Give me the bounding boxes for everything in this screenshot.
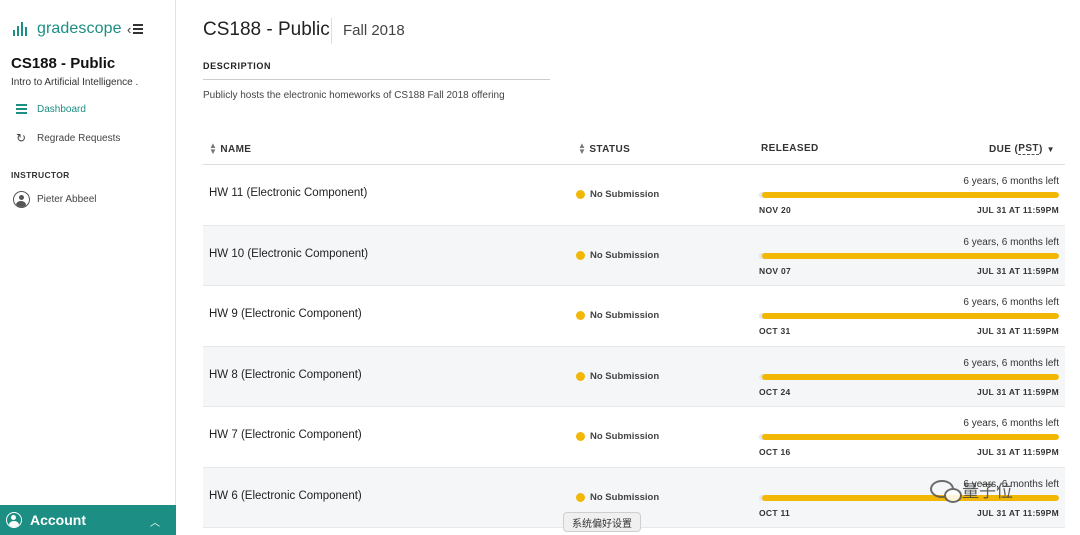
description-divider — [203, 79, 550, 80]
submission-status: No Submission — [576, 431, 659, 442]
submission-status: No Submission — [576, 371, 659, 382]
progress-fill — [762, 192, 1059, 198]
column-header-status[interactable]: ▲ ▼ STATUS — [578, 141, 631, 156]
status-dot-icon — [576, 190, 585, 199]
status-dot-icon — [576, 432, 585, 441]
due-date: JUL 31 AT 11:59PM — [977, 326, 1059, 336]
time-progress-bar — [759, 373, 1059, 380]
sidebar-item-label: Dashboard — [37, 103, 86, 115]
chevron-up-icon: ︿ — [150, 518, 160, 529]
time-progress-bar — [759, 252, 1059, 259]
submission-status: No Submission — [576, 310, 659, 321]
sort-icon: ▲ ▼ — [209, 141, 218, 156]
submission-status: No Submission — [576, 250, 659, 261]
assignments-table: ▲ ▼ NAME ▲ ▼ STATUS RELEASED DUE (PST) ▼ H… — [203, 132, 1065, 528]
table-row[interactable]: HW 8 (Electronic Component) No Submissio… — [203, 346, 1065, 407]
timezone-label: PST — [1018, 143, 1039, 155]
instructor-item[interactable]: Pieter Abbeel — [13, 191, 97, 208]
table-row[interactable]: HW 11 (Electronic Component) No Submissi… — [203, 165, 1065, 226]
account-label: Account — [30, 512, 86, 528]
watermark: 量子位 — [930, 475, 1013, 503]
description-text: Publicly hosts the electronic homeworks … — [203, 90, 505, 101]
course-subtitle: Intro to Artificial Intelligence . — [11, 77, 139, 88]
sort-icon: ▲ ▼ — [578, 141, 587, 156]
status-dot-icon — [576, 371, 585, 381]
page-title: CS188 - Public — [203, 19, 330, 40]
table-row[interactable]: HW 7 (Electronic Component) No Submissio… — [203, 407, 1065, 468]
submission-status: No Submission — [576, 492, 659, 503]
wechat-icon — [930, 480, 962, 503]
sidebar-item-label: Regrade Requests — [37, 132, 121, 144]
instructor-name: Pieter Abbeel — [37, 194, 97, 205]
table-row[interactable]: HW 10 (Electronic Component) No Submissi… — [203, 225, 1065, 286]
time-left: 6 years, 6 months left — [963, 357, 1059, 369]
sidebar-item-regrade-requests[interactable]: ↻ Regrade Requests — [15, 130, 120, 146]
status-dot-icon — [576, 492, 585, 502]
column-header-released[interactable]: RELEASED — [761, 143, 819, 154]
release-date: OCT 11 — [759, 507, 791, 518]
progress-fill — [762, 373, 1059, 380]
due-date: JUL 31 AT 11:59PM — [977, 447, 1059, 457]
column-header-name[interactable]: ▲ ▼ NAME — [209, 141, 252, 156]
release-date: NOV 07 — [759, 265, 792, 276]
collapse-sidebar-button[interactable]: ‹ — [127, 20, 149, 38]
user-avatar-icon — [13, 191, 30, 208]
time-left: 6 years, 6 months left — [963, 297, 1059, 308]
release-date: NOV 20 — [759, 205, 792, 215]
assignment-name-link[interactable]: HW 9 (Electronic Component) — [209, 308, 362, 320]
dock-tooltip: 系统偏好设置 — [563, 512, 641, 532]
release-date: OCT 31 — [759, 326, 791, 336]
time-progress-bar — [759, 494, 1059, 501]
menu-icon — [133, 24, 144, 34]
time-left: 6 years, 6 months left — [963, 176, 1059, 187]
column-header-due[interactable]: DUE (PST) ▼ — [989, 143, 1055, 155]
chevron-left-icon: ‹ — [127, 21, 132, 37]
progress-fill — [762, 434, 1059, 440]
table-body: HW 11 (Electronic Component) No Submissi… — [203, 165, 1065, 528]
time-left: 6 years, 6 months left — [963, 478, 1059, 490]
sort-desc-icon: ▼ — [1046, 144, 1055, 154]
assignment-name-link[interactable]: HW 11 (Electronic Component) — [209, 187, 368, 199]
time-left: 6 years, 6 months left — [963, 418, 1059, 429]
submission-status: No Submission — [576, 189, 659, 200]
instructor-label: INSTRUCTOR — [11, 170, 70, 180]
time-progress-bar — [759, 313, 1059, 319]
assignment-name-link[interactable]: HW 6 (Electronic Component) — [209, 489, 362, 502]
release-date: OCT 16 — [759, 447, 791, 457]
sidebar-item-dashboard[interactable]: Dashboard — [15, 101, 86, 117]
title-divider — [331, 18, 332, 44]
assignment-name-link[interactable]: HW 7 (Electronic Component) — [209, 429, 362, 441]
due-date: JUL 31 AT 11:59PM — [977, 507, 1059, 518]
brand-logo[interactable]: gradescope — [13, 19, 122, 39]
time-left: 6 years, 6 months left — [963, 236, 1059, 248]
due-date: JUL 31 AT 11:59PM — [977, 265, 1059, 276]
description-label: DESCRIPTION — [203, 61, 272, 71]
assignment-name-link[interactable]: HW 8 (Electronic Component) — [209, 368, 362, 381]
status-dot-icon — [576, 311, 585, 320]
progress-fill — [762, 313, 1059, 319]
course-term: Fall 2018 — [343, 22, 405, 39]
dashboard-icon — [15, 103, 27, 115]
progress-fill — [762, 252, 1059, 259]
course-title: CS188 - Public — [11, 55, 116, 72]
assignment-name-link[interactable]: HW 10 (Electronic Component) — [209, 247, 369, 260]
gradescope-logo-icon — [13, 22, 29, 36]
release-date: OCT 24 — [759, 386, 791, 397]
account-menu-button[interactable]: Account ︿ — [0, 505, 176, 535]
status-dot-icon — [576, 250, 585, 260]
refresh-icon: ↻ — [15, 131, 27, 145]
progress-fill — [762, 494, 1059, 501]
due-date: JUL 31 AT 11:59PM — [977, 386, 1059, 397]
brand-name: gradescope — [37, 20, 122, 37]
sidebar: gradescope ‹ CS188 - Public Intro to Art… — [0, 0, 176, 535]
time-progress-bar — [759, 434, 1059, 440]
time-progress-bar — [759, 192, 1059, 198]
table-row[interactable]: HW 9 (Electronic Component) No Submissio… — [203, 286, 1065, 347]
table-header: ▲ ▼ NAME ▲ ▼ STATUS RELEASED DUE (PST) ▼ — [203, 132, 1065, 165]
account-icon — [6, 512, 22, 528]
due-date: JUL 31 AT 11:59PM — [977, 205, 1059, 215]
